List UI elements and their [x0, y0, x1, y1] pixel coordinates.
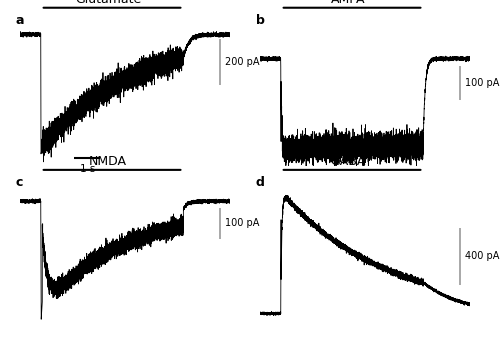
Text: 100 pA: 100 pA [465, 78, 499, 88]
Text: a: a [16, 14, 24, 27]
Text: Glutamate: Glutamate [75, 0, 142, 6]
Text: GABA: GABA [330, 155, 366, 168]
Text: 1 s: 1 s [80, 164, 95, 174]
Text: d: d [256, 176, 264, 189]
Text: b: b [256, 14, 264, 27]
Text: 100 pA: 100 pA [225, 218, 259, 228]
Text: c: c [16, 176, 23, 189]
Text: NMDA: NMDA [89, 155, 127, 168]
Text: 200 pA: 200 pA [225, 57, 260, 67]
Text: 400 pA: 400 pA [465, 251, 499, 261]
Text: AMPA: AMPA [331, 0, 366, 6]
